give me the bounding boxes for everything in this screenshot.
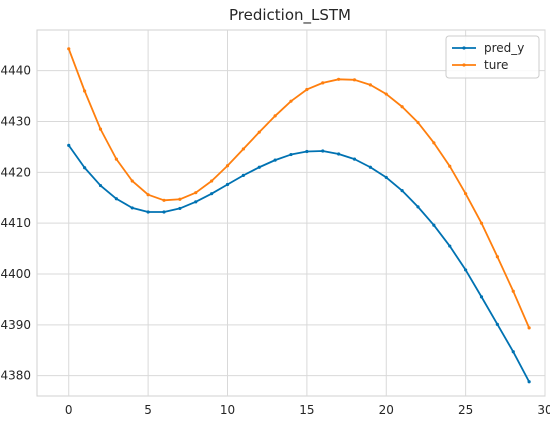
data-point-ture bbox=[464, 192, 468, 196]
data-point-ture bbox=[416, 120, 420, 125]
data-point-pred-y bbox=[210, 192, 214, 196]
data-point-pred-y bbox=[448, 244, 452, 248]
data-point-pred-y bbox=[130, 206, 134, 210]
data-point-ture bbox=[146, 193, 150, 197]
data-point-ture bbox=[273, 114, 277, 118]
data-point-ture bbox=[194, 191, 198, 195]
data-point-pred-y bbox=[337, 152, 341, 156]
data-point-pred-y bbox=[400, 189, 404, 193]
data-point-ture bbox=[178, 197, 182, 201]
data-point-ture bbox=[114, 157, 118, 161]
series-line-pred-y bbox=[68, 144, 530, 383]
legend-marker-ture bbox=[462, 63, 466, 67]
data-point-pred-y bbox=[368, 165, 372, 169]
data-point-pred-y bbox=[241, 173, 245, 177]
y-tick-label: 4440 bbox=[0, 64, 31, 78]
data-point-ture bbox=[241, 147, 245, 151]
plot-area bbox=[36, 29, 546, 397]
y-tick-label: 4430 bbox=[0, 115, 31, 129]
data-point-ture bbox=[432, 141, 436, 145]
data-point-pred-y bbox=[432, 223, 436, 227]
series-ture bbox=[67, 47, 531, 330]
data-point-ture bbox=[511, 289, 515, 293]
y-tick-label: 4420 bbox=[0, 165, 31, 179]
data-point-ture bbox=[67, 47, 71, 51]
data-point-ture bbox=[352, 78, 357, 82]
data-point-ture bbox=[448, 164, 452, 168]
data-point-pred-y bbox=[83, 166, 87, 170]
data-point-pred-y bbox=[352, 157, 357, 161]
x-tick-label: 20 bbox=[379, 403, 394, 417]
legend-label-ture: ture bbox=[484, 58, 508, 72]
x-tick-label: 0 bbox=[65, 403, 73, 417]
data-point-pred-y bbox=[527, 380, 531, 384]
data-point-pred-y bbox=[146, 210, 150, 214]
data-point-pred-y bbox=[178, 206, 182, 211]
data-point-ture bbox=[368, 83, 372, 87]
x-tick-label: 5 bbox=[144, 403, 152, 417]
data-point-pred-y bbox=[98, 183, 103, 188]
y-tick-label: 4410 bbox=[0, 216, 31, 230]
x-tick-label: 15 bbox=[299, 403, 314, 417]
data-point-pred-y bbox=[384, 175, 388, 180]
data-point-ture bbox=[400, 105, 404, 109]
data-point-ture bbox=[479, 221, 484, 225]
data-point-ture bbox=[384, 92, 388, 96]
data-point-pred-y bbox=[495, 322, 499, 326]
data-point-pred-y bbox=[257, 165, 261, 169]
data-point-ture bbox=[495, 255, 499, 259]
data-point-pred-y bbox=[464, 268, 468, 272]
data-point-ture bbox=[257, 130, 261, 134]
y-tick-label: 4380 bbox=[0, 369, 31, 383]
data-point-pred-y bbox=[289, 152, 293, 157]
data-point-pred-y bbox=[273, 158, 277, 162]
series-line-ture bbox=[67, 48, 530, 329]
data-point-ture bbox=[98, 127, 103, 131]
x-tick-label: 30 bbox=[537, 403, 550, 417]
x-tick-label: 10 bbox=[220, 403, 235, 417]
legend-marker-pred-y bbox=[462, 46, 466, 50]
data-point-pred-y bbox=[67, 143, 71, 147]
data-point-pred-y bbox=[321, 149, 325, 153]
data-point-ture bbox=[162, 198, 166, 202]
data-point-pred-y bbox=[416, 205, 420, 209]
x-tick-label: 25 bbox=[458, 403, 473, 417]
legend-label-pred-y: pred_y bbox=[484, 41, 524, 55]
data-point-pred-y bbox=[305, 149, 309, 154]
data-point-pred-y bbox=[194, 200, 198, 204]
data-point-ture bbox=[289, 99, 293, 103]
data-point-ture bbox=[337, 77, 341, 81]
data-point-ture bbox=[210, 179, 214, 183]
data-point-pred-y bbox=[511, 350, 515, 354]
y-tick-label: 4400 bbox=[0, 267, 31, 281]
data-point-pred-y bbox=[162, 210, 166, 214]
data-point-ture bbox=[130, 179, 134, 183]
data-point-pred-y bbox=[225, 182, 230, 187]
series-pred-y bbox=[67, 143, 531, 384]
data-point-pred-y bbox=[114, 197, 118, 201]
data-point-ture bbox=[305, 87, 309, 92]
series-group bbox=[67, 47, 531, 384]
data-point-pred-y bbox=[479, 295, 484, 299]
y-tick-label: 4390 bbox=[0, 318, 31, 332]
data-point-ture bbox=[83, 89, 87, 93]
data-point-ture bbox=[321, 81, 325, 85]
legend-box bbox=[445, 35, 540, 79]
data-point-ture bbox=[527, 326, 531, 330]
chart-title: Prediction_LSTM bbox=[229, 6, 351, 25]
ticks: 0 5 10 15 20 25 30 4380 4390 4400 4410 4420 4430 4440 bbox=[0, 64, 550, 417]
data-point-ture bbox=[225, 164, 230, 168]
